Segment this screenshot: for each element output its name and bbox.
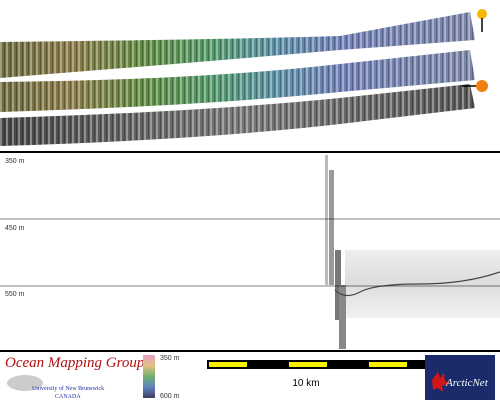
university: University of New Brunswick [32, 385, 104, 392]
depth-label: 450 m [5, 225, 25, 232]
group-name: Ocean Mapping Group [5, 355, 145, 371]
swath-panel [0, 9, 488, 146]
depth-label: 350 m [5, 158, 25, 165]
depth-label: 550 m [5, 291, 25, 298]
color-scale-top: 350 m [160, 355, 180, 362]
footer: Ocean Mapping Group University of New Br… [5, 355, 495, 400]
profile-panel: 350 m 450 m 550 m [0, 155, 500, 349]
color-scale-bottom: 600 m [160, 393, 180, 400]
partner-logo: ArcticNet [445, 377, 489, 389]
scale-bar-label: 10 km [292, 378, 319, 389]
country: CANADA [55, 394, 81, 400]
